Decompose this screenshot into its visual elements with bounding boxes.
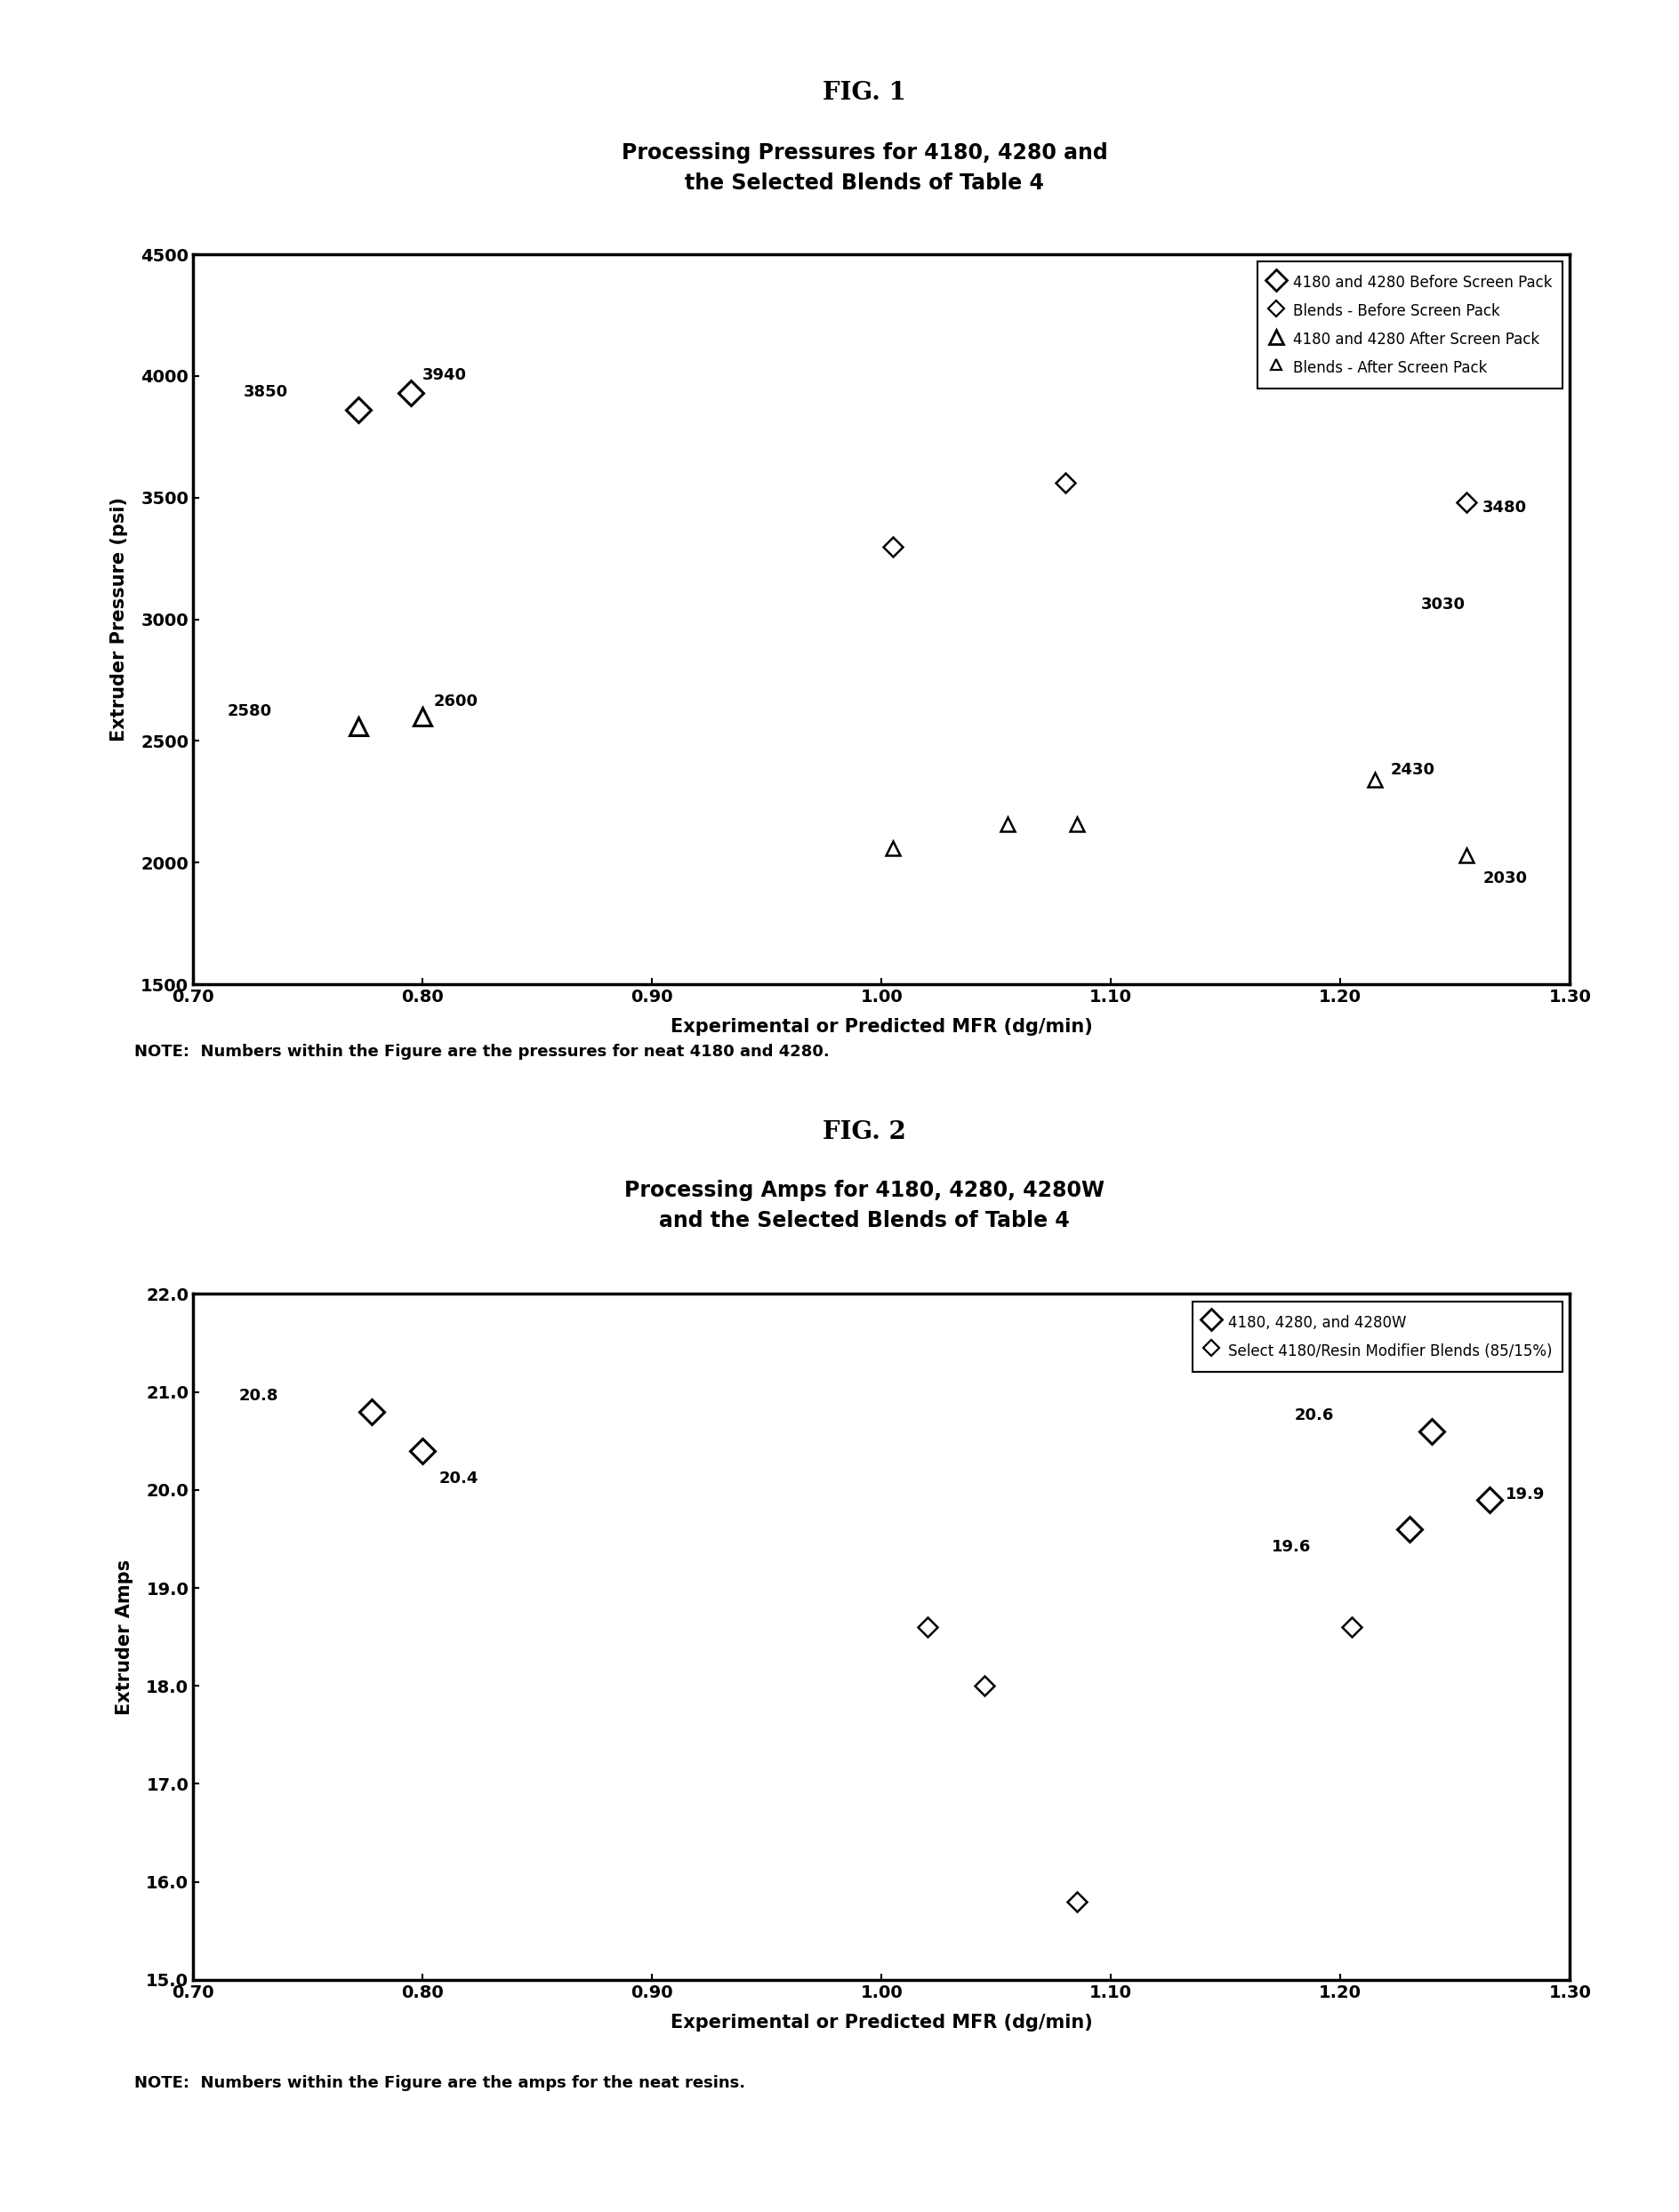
Legend: 4180 and 4280 Before Screen Pack, Blends - Before Screen Pack, 4180 and 4280 Aft: 4180 and 4280 Before Screen Pack, Blends… [1258,261,1563,389]
Text: NOTE:  Numbers within the Figure are the amps for the neat resins.: NOTE: Numbers within the Figure are the … [134,2075,745,2090]
Text: 2430: 2430 [1390,761,1436,776]
Text: 20.4: 20.4 [438,1471,479,1486]
Text: 3480: 3480 [1483,500,1528,515]
Text: FIG. 2: FIG. 2 [823,1121,907,1144]
X-axis label: Experimental or Predicted MFR (dg/min): Experimental or Predicted MFR (dg/min) [670,1018,1093,1035]
Text: 2580: 2580 [227,703,272,719]
Legend: 4180, 4280, and 4280W, Select 4180/Resin Modifier Blends (85/15%): 4180, 4280, and 4280W, Select 4180/Resin… [1192,1301,1563,1371]
X-axis label: Experimental or Predicted MFR (dg/min): Experimental or Predicted MFR (dg/min) [670,2013,1093,2031]
Text: 19.6: 19.6 [1271,1540,1311,1555]
Y-axis label: Extruder Amps: Extruder Amps [116,1559,134,1714]
Text: Processing Pressures for 4180, 4280 and
the Selected Blends of Table 4: Processing Pressures for 4180, 4280 and … [621,142,1108,195]
Text: 20.6: 20.6 [1295,1407,1335,1422]
Text: 3940: 3940 [423,367,467,383]
Text: 3850: 3850 [243,385,289,400]
Text: NOTE:  Numbers within the Figure are the pressures for neat 4180 and 4280.: NOTE: Numbers within the Figure are the … [134,1044,829,1060]
Text: FIG. 1: FIG. 1 [823,82,907,104]
Text: 3030: 3030 [1420,597,1466,613]
Text: 20.8: 20.8 [238,1387,279,1405]
Text: 19.9: 19.9 [1506,1486,1545,1502]
Y-axis label: Extruder Pressure (psi): Extruder Pressure (psi) [111,498,128,741]
Text: Processing Amps for 4180, 4280, 4280W
and the Selected Blends of Table 4: Processing Amps for 4180, 4280, 4280W an… [625,1179,1105,1232]
Text: 2030: 2030 [1483,869,1528,887]
Text: 2600: 2600 [435,692,479,710]
